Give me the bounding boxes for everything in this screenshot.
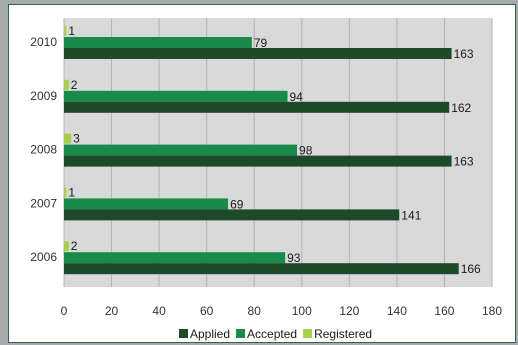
- bar-accepted-2009: [64, 90, 288, 102]
- category-label-2006: 2006: [30, 250, 57, 264]
- x-tick-label-8: 160: [434, 304, 454, 318]
- legend-swatch-registered: [303, 329, 313, 338]
- data-label-registered-2008: 3: [73, 132, 80, 146]
- data-label-applied-2006: 166: [461, 262, 481, 276]
- bar-registered-2006: [64, 241, 69, 252]
- chart-panel: 1 79 163 2010 2 94 162 2009 3 98 163 2008 1 69 141 2007…: [8, 4, 516, 343]
- bar-registered-2009: [64, 79, 69, 90]
- data-label-applied-2010: 163: [454, 47, 474, 61]
- bar-accepted-2008: [64, 144, 298, 156]
- x-tick-label-6: 120: [339, 304, 359, 318]
- legend-swatch-applied: [179, 329, 188, 338]
- bar-applied-2010: [64, 48, 452, 59]
- bar-accepted-2010: [64, 37, 252, 48]
- data-label-accepted-2010: 79: [254, 36, 268, 50]
- data-label-registered-2009: 2: [71, 78, 78, 92]
- x-tick-label-7: 140: [387, 304, 407, 318]
- category-label-2009: 2009: [30, 89, 57, 103]
- bar-accepted-2007: [64, 198, 229, 210]
- data-label-registered-2006: 2: [71, 239, 78, 253]
- legend-label-accepted: Accepted: [247, 327, 297, 341]
- data-label-registered-2010: 1: [68, 24, 75, 38]
- category-label-2008: 2008: [30, 143, 57, 157]
- legend-label-registered: Registered: [314, 327, 372, 341]
- bar-applied-2007: [64, 209, 400, 221]
- legend-swatch-accepted: [236, 329, 246, 338]
- x-tick-label-4: 80: [248, 304, 262, 318]
- bar-registered-2010: [64, 26, 67, 36]
- data-label-accepted-2009: 94: [290, 90, 304, 104]
- x-tick-label-9: 180: [482, 304, 502, 318]
- bar-applied-2006: [64, 263, 459, 275]
- category-label-2010: 2010: [30, 35, 57, 49]
- bar-registered-2007: [64, 187, 67, 198]
- category-label-2007: 2007: [30, 196, 57, 210]
- x-tick-label-0: 0: [61, 304, 68, 318]
- x-tick-label-3: 60: [200, 304, 214, 318]
- data-label-registered-2007: 1: [68, 185, 75, 199]
- bar-applied-2008: [64, 155, 452, 167]
- data-label-accepted-2006: 93: [287, 251, 301, 265]
- bar-chart: 1791632010294162200939816320081691412007…: [30, 18, 502, 341]
- bar-registered-2008: [64, 133, 72, 144]
- data-label-accepted-2008: 98: [299, 144, 313, 158]
- data-label-applied-2009: 162: [451, 101, 471, 115]
- data-label-applied-2008: 163: [454, 155, 474, 169]
- bar-accepted-2006: [64, 252, 286, 264]
- x-tick-label-5: 100: [292, 304, 312, 318]
- x-tick-label-1: 20: [105, 304, 119, 318]
- data-label-applied-2007: 141: [401, 208, 421, 222]
- legend-label-applied: Applied: [190, 327, 230, 341]
- x-tick-label-2: 40: [152, 304, 166, 318]
- data-label-accepted-2007: 69: [230, 197, 244, 211]
- bar-applied-2009: [64, 101, 450, 113]
